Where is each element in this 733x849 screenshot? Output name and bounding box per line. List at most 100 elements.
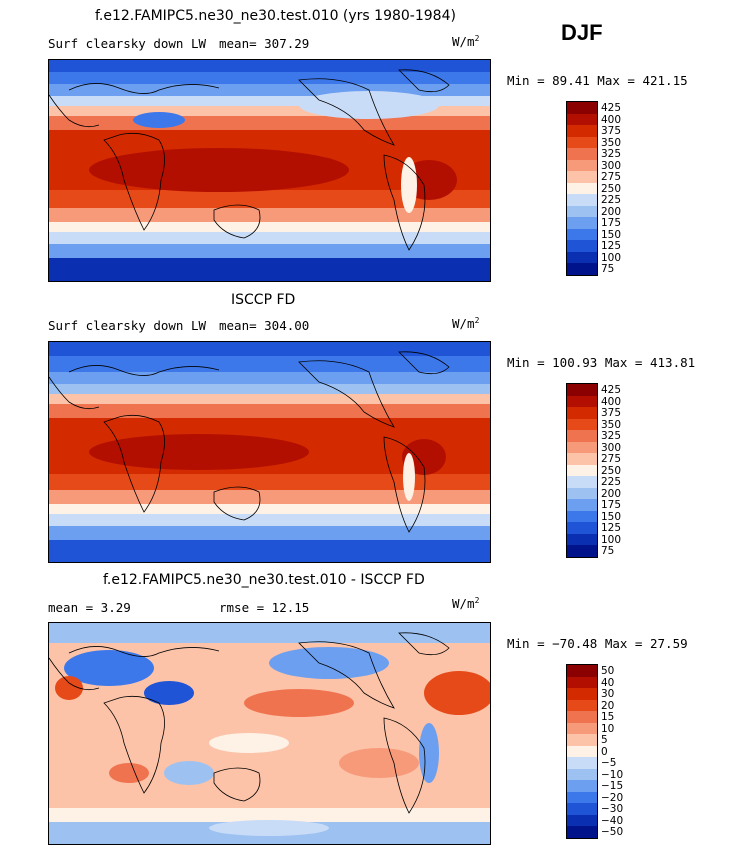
panel3-rmse-label: rmse = 12.15 [219,600,310,615]
colorbar-tick-label: −50 [601,826,624,839]
colorbar-swatch [567,676,597,689]
colorbar-swatch [567,699,597,712]
colorbar-tick-label: 325 [601,430,622,443]
colorbar-swatch [567,745,597,758]
panel2-title: ISCCP FD [231,292,296,308]
panel2-colorbar [566,383,598,558]
colorbar-swatch [567,194,597,206]
colorbar-swatch [567,814,597,827]
panel3-minmax: Min = −70.48 Max = 27.59 [507,636,688,651]
colorbar-tick-label: −10 [601,768,624,781]
colorbar-tick-label: 20 [601,699,615,712]
colorbar-tick-label: 75 [601,545,615,558]
panel1-map-field [49,60,490,281]
colorbar-tick-label: 400 [601,113,622,126]
colorbar-tick-label: 125 [601,522,622,535]
panel2-units: W/m2 [452,316,480,332]
colorbar-tick-label: −5 [601,757,617,770]
colorbar-tick-label: 30 [601,688,615,701]
colorbar-tick-label: 150 [601,228,622,241]
colorbar-tick-label: −40 [601,814,624,827]
colorbar-swatch [567,722,597,735]
panel2-minmax: Min = 100.93 Max = 413.81 [507,355,696,370]
colorbar-swatch [567,826,597,838]
colorbar-swatch [567,487,597,500]
colorbar-swatch [567,102,597,114]
colorbar-tick-label: 40 [601,676,615,689]
colorbar-tick-label: 5 [601,734,608,747]
season-label: DJF [561,20,603,45]
colorbar-tick-label: 225 [601,194,622,207]
colorbar-tick-label: −15 [601,780,624,793]
colorbar-swatch [567,407,597,419]
panel1-title: f.e12.FAMIPC5.ne30_ne30.test.010 (yrs 19… [95,8,456,24]
colorbar-swatch [567,453,597,465]
colorbar-swatch [567,395,597,408]
colorbar-tick-label: 100 [601,533,622,546]
panel3-colorbar [566,664,598,839]
panel3-mean-label: mean = 3.29 [48,600,131,615]
colorbar-swatch [567,240,597,252]
colorbar-tick-label: 400 [601,395,622,408]
colorbar-swatch [567,768,597,781]
colorbar-tick-label: 250 [601,182,622,195]
colorbar-tick-label: −30 [601,803,624,816]
colorbar-swatch [567,441,597,454]
colorbar-tick-label: 15 [601,711,615,724]
panel2-map-field [49,342,490,562]
colorbar-swatch [567,263,597,275]
panel3-map [48,622,491,845]
panel3-map-field [49,623,490,844]
colorbar-swatch [567,499,597,511]
colorbar-tick-label: 425 [601,384,622,396]
colorbar-tick-label: 225 [601,476,622,489]
panel3-title: f.e12.FAMIPC5.ne30_ne30.test.010 - ISCCP… [103,572,425,588]
colorbar-swatch [567,205,597,218]
colorbar-tick-label: 0 [601,745,608,758]
colorbar-tick-label: 350 [601,418,622,431]
colorbar-swatch [567,734,597,746]
colorbar-swatch [567,522,597,534]
panel1-minmax: Min = 89.41 Max = 421.15 [507,73,688,88]
colorbar-tick-label: 275 [601,171,622,184]
panel2-mean-label: mean= 304.00 [219,318,310,333]
colorbar-tick-label: 200 [601,205,622,218]
colorbar-swatch [567,182,597,195]
colorbar-tick-label: 375 [601,125,622,138]
colorbar-swatch [567,803,597,815]
colorbar-swatch [567,510,597,523]
colorbar-swatch [567,171,597,183]
colorbar-swatch [567,228,597,241]
colorbar-swatch [567,159,597,172]
panel3-units: W/m2 [452,596,480,612]
colorbar-swatch [567,418,597,431]
panel2-map [48,341,491,563]
colorbar-tick-label: 10 [601,722,615,735]
colorbar-tick-label: 300 [601,441,622,454]
colorbar-tick-label: 125 [601,240,622,253]
colorbar-swatch [567,217,597,229]
colorbar-swatch [567,711,597,723]
colorbar-swatch [567,464,597,477]
colorbar-swatch [567,136,597,149]
colorbar-swatch [567,665,597,677]
colorbar-swatch [567,533,597,546]
colorbar-swatch [567,430,597,442]
colorbar-swatch [567,251,597,264]
colorbar-tick-label: 425 [601,102,622,114]
panel1-colorbar [566,101,598,276]
colorbar-tick-label: 200 [601,487,622,500]
colorbar-swatch [567,125,597,137]
colorbar-tick-label: 325 [601,148,622,161]
colorbar-swatch [567,148,597,160]
colorbar-swatch [567,757,597,769]
panel1-units: W/m2 [452,34,480,50]
colorbar-swatch [567,791,597,804]
colorbar-tick-label: 250 [601,464,622,477]
colorbar-tick-label: 300 [601,159,622,172]
colorbar-tick-label: 350 [601,136,622,149]
colorbar-swatch [567,113,597,126]
colorbar-swatch [567,780,597,792]
colorbar-tick-label: 175 [601,217,622,230]
colorbar-swatch [567,384,597,396]
